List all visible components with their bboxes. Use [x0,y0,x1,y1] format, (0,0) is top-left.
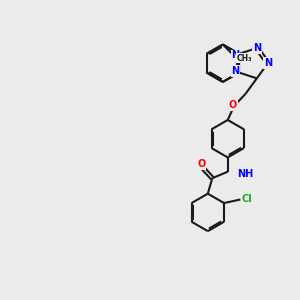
Text: Cl: Cl [242,194,252,204]
Text: NH: NH [237,169,253,179]
Text: N: N [264,58,272,68]
Text: N: N [231,50,239,60]
Text: N: N [231,66,239,76]
Text: O: O [229,100,237,110]
Text: O: O [197,159,206,169]
Text: N: N [253,43,261,53]
Text: CH₃: CH₃ [236,54,252,63]
